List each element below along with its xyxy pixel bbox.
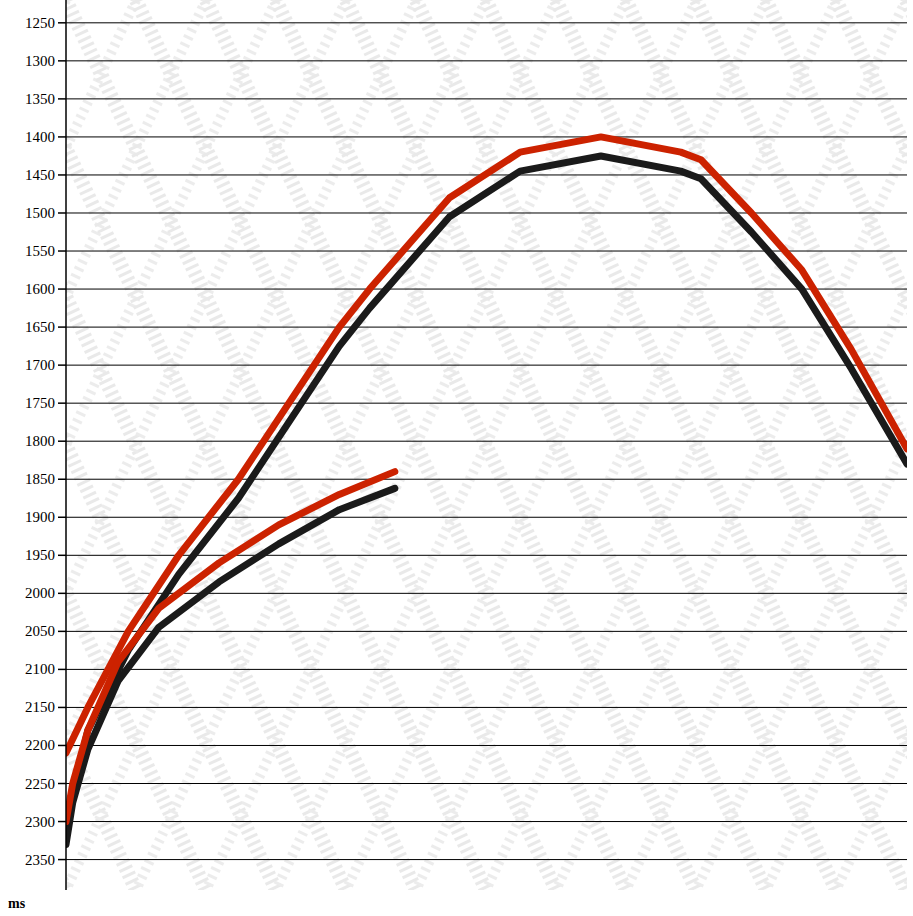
tick-label: 1750 <box>25 395 55 411</box>
tick-mark <box>58 859 66 861</box>
grid-line <box>66 22 907 23</box>
tick-label: 2300 <box>25 814 55 830</box>
event-curve <box>66 156 907 822</box>
grid-line <box>66 631 907 632</box>
tick-label: 1400 <box>25 129 55 145</box>
tick-label: 2250 <box>25 776 55 792</box>
tick-mark <box>58 174 66 176</box>
grid-line <box>66 593 907 594</box>
tick-label: 2350 <box>25 852 55 868</box>
tick-mark <box>58 517 66 519</box>
grid-line <box>66 327 907 328</box>
grid-line <box>66 707 907 708</box>
tick-mark <box>58 631 66 633</box>
tick-mark <box>58 669 66 671</box>
tick-mark <box>58 364 66 366</box>
tick-mark <box>58 212 66 214</box>
grid-line <box>66 60 907 61</box>
grid-line <box>66 821 907 822</box>
tick-mark <box>58 98 66 100</box>
grid-line <box>66 783 907 784</box>
tick-label: 1700 <box>25 357 55 373</box>
tick-label: 2150 <box>25 699 55 715</box>
tick-mark <box>58 402 66 404</box>
tick-label: 1950 <box>25 547 55 563</box>
background-texture <box>66 0 907 890</box>
tick-label: 1550 <box>25 243 55 259</box>
grid-line <box>66 479 907 480</box>
tick-mark <box>58 250 66 252</box>
event-curve <box>66 472 395 822</box>
tick-label: 1650 <box>25 319 55 335</box>
grid-line <box>66 669 907 670</box>
tick-label: 2100 <box>25 661 55 677</box>
grid-line <box>66 441 907 442</box>
plot-area <box>66 0 907 890</box>
grid-line <box>66 745 907 746</box>
grid-line <box>66 212 907 213</box>
tick-mark <box>58 745 66 747</box>
axis-title: ms <box>8 896 26 911</box>
tick-mark <box>58 593 66 595</box>
tick-mark <box>58 440 66 442</box>
tick-label: 1250 <box>25 15 55 31</box>
tick-label: 1900 <box>25 509 55 525</box>
grid-line <box>66 403 907 404</box>
grid-line <box>66 289 907 290</box>
grid-line <box>66 136 907 137</box>
tick-label: 1800 <box>25 433 55 449</box>
grid-line <box>66 517 907 518</box>
tick-mark <box>58 478 66 480</box>
tick-mark <box>58 555 66 557</box>
tick-label: 1850 <box>25 471 55 487</box>
grid-line <box>66 365 907 366</box>
tick-mark <box>58 22 66 24</box>
tick-label: 1300 <box>25 53 55 69</box>
grid-line <box>66 859 907 860</box>
tick-label: 2000 <box>25 585 55 601</box>
tick-label: 2050 <box>25 623 55 639</box>
chart: 1250 1300 1350 1400 1450 1500 1550 1600 1650 1700… <box>0 0 913 916</box>
tick-label: 1350 <box>25 91 55 107</box>
tick-mark <box>58 60 66 62</box>
tick-mark <box>58 136 66 138</box>
tick-label: 1500 <box>25 205 55 221</box>
grid-line <box>66 98 907 99</box>
y-axis <box>65 0 67 890</box>
event-curve <box>66 137 907 753</box>
tick-label: 2200 <box>25 737 55 753</box>
tick-mark <box>58 326 66 328</box>
tick-mark <box>58 783 66 785</box>
tick-mark <box>58 707 66 709</box>
tick-mark <box>58 288 66 290</box>
tick-label: 1600 <box>25 281 55 297</box>
tick-mark <box>58 821 66 823</box>
tick-label: 1450 <box>25 167 55 183</box>
